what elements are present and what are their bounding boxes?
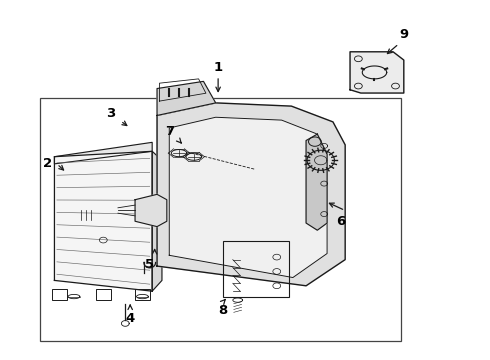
Polygon shape [54,151,152,291]
Bar [40,98,401,341]
Text: 2: 2 [43,157,51,170]
Text: 3: 3 [106,107,115,120]
Text: 5: 5 [145,258,154,271]
Text: 8: 8 [219,305,228,318]
Bar [96,289,111,300]
Polygon shape [135,194,167,226]
Polygon shape [306,134,327,230]
Text: 7: 7 [165,125,174,138]
Text: 4: 4 [125,311,135,325]
Polygon shape [54,142,152,164]
Polygon shape [152,151,162,291]
Text: 9: 9 [399,28,408,41]
Text: 6: 6 [336,215,345,228]
Polygon shape [157,103,345,286]
Polygon shape [157,81,216,116]
Bar [223,241,289,297]
Bar [52,289,67,300]
Polygon shape [169,117,327,278]
Bar [135,289,150,300]
Polygon shape [350,52,404,93]
Text: 1: 1 [214,60,222,73]
